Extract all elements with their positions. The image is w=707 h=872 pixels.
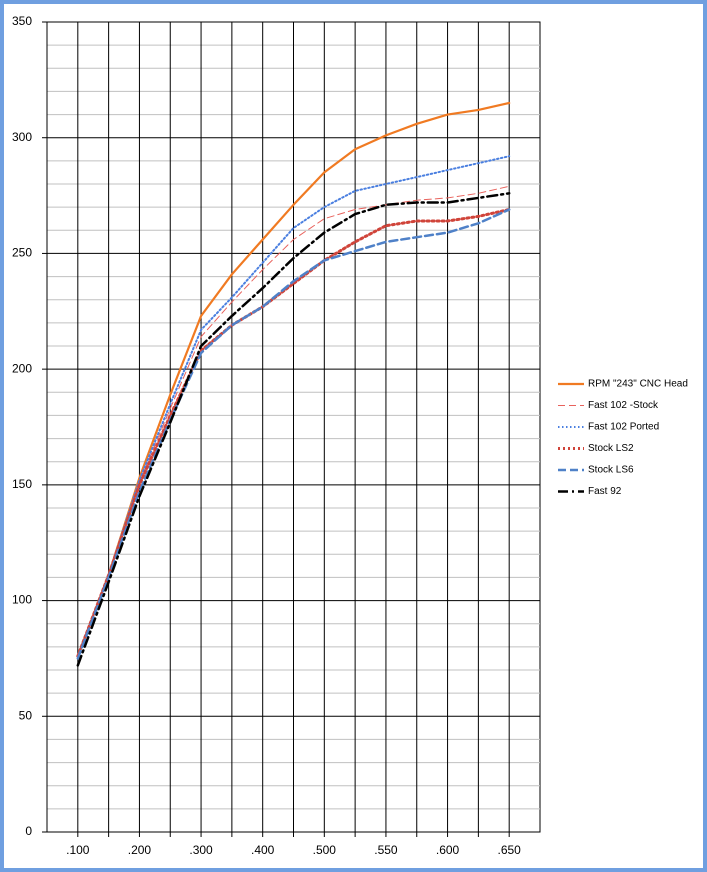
series-line bbox=[76, 101, 511, 658]
series-line bbox=[76, 208, 511, 660]
y-tick-label: 300 bbox=[12, 130, 32, 144]
legend-label: Fast 102 -Stock bbox=[588, 400, 659, 411]
x-tick-label: .100 bbox=[66, 843, 90, 857]
x-tick-label: .400 bbox=[251, 843, 275, 857]
legend-label: Fast 92 bbox=[588, 486, 622, 497]
y-tick-label: 350 bbox=[12, 14, 32, 28]
legend-label: RPM "243" CNC Head bbox=[588, 379, 688, 390]
x-tick-label: .200 bbox=[128, 843, 152, 857]
legend-label: Fast 102 Ported bbox=[588, 422, 659, 433]
y-tick-label: 0 bbox=[25, 824, 32, 838]
x-tick-label: .550 bbox=[374, 843, 398, 857]
y-tick-label: 200 bbox=[12, 361, 32, 375]
x-tick-label: .300 bbox=[189, 843, 213, 857]
x-tick-label: .500 bbox=[313, 843, 337, 857]
y-tick-label: 150 bbox=[12, 477, 32, 491]
legend: RPM "243" CNC Head Fast 102 -Stock Fast 10… bbox=[558, 379, 688, 497]
series-line bbox=[76, 208, 511, 658]
series-line bbox=[76, 155, 511, 658]
legend-label: Stock LS2 bbox=[588, 443, 634, 454]
series-line bbox=[77, 185, 510, 657]
x-tick-label: .600 bbox=[436, 843, 460, 857]
series-line bbox=[76, 192, 511, 667]
y-tick-label: 50 bbox=[19, 708, 33, 722]
x-tick-label: .650 bbox=[498, 843, 522, 857]
legend-label: Stock LS6 bbox=[588, 465, 634, 476]
y-tick-label: 250 bbox=[12, 246, 32, 260]
y-tick-label: 100 bbox=[12, 593, 32, 607]
